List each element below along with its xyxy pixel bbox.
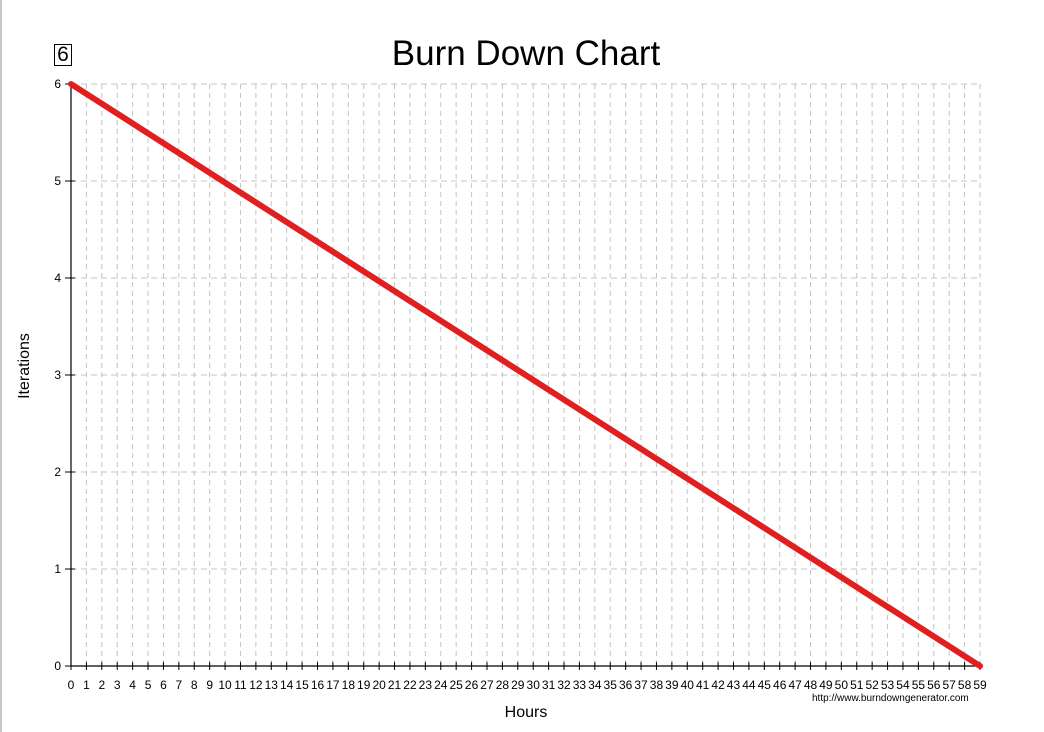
x-tick-label: 37 [634, 678, 648, 692]
x-tick-label: 54 [896, 678, 910, 692]
x-tick-label: 25 [449, 678, 463, 692]
x-tick-label: 3 [114, 678, 121, 692]
x-tick-label: 46 [773, 678, 787, 692]
x-tick-label: 38 [650, 678, 664, 692]
x-tick-label: 59 [973, 678, 987, 692]
burndown-line [68, 81, 983, 669]
x-tick-label: 51 [850, 678, 864, 692]
x-tick-label: 35 [604, 678, 618, 692]
x-tick-label: 47 [788, 678, 802, 692]
x-tick-label: 39 [665, 678, 679, 692]
y-tick-label: 2 [54, 465, 61, 479]
x-tick-label: 13 [265, 678, 279, 692]
x-tick-label: 45 [758, 678, 772, 692]
x-tick-label: 31 [542, 678, 556, 692]
x-tick-label: 58 [958, 678, 972, 692]
x-tick-label: 28 [496, 678, 510, 692]
x-tick-label: 33 [573, 678, 587, 692]
x-tick-label: 23 [419, 678, 433, 692]
x-tick-label: 42 [711, 678, 725, 692]
y-tick-label: 1 [54, 562, 61, 576]
x-tick-label: 52 [865, 678, 879, 692]
x-tick-label: 36 [619, 678, 633, 692]
x-tick-label: 41 [696, 678, 710, 692]
y-tick-label: 4 [54, 271, 61, 285]
x-tick-label: 53 [881, 678, 895, 692]
y-tick-label: 5 [54, 174, 61, 188]
y-tick-label: 6 [54, 77, 61, 91]
x-tick-label: 19 [357, 678, 371, 692]
x-tick-label: 26 [465, 678, 479, 692]
x-tick-label: 22 [403, 678, 417, 692]
x-tick-label: 10 [218, 678, 232, 692]
x-tick-label: 15 [295, 678, 309, 692]
x-tick-label: 27 [480, 678, 494, 692]
chart-title: Burn Down Chart [391, 34, 661, 73]
x-tick-label: 6 [160, 678, 167, 692]
x-tick-label: 4 [129, 678, 136, 692]
x-tick-label: 21 [388, 678, 402, 692]
chart-grid [71, 83, 981, 666]
y-axis-ticks: 0 1 2 3 4 5 6 [54, 77, 75, 673]
x-tick-label: 16 [311, 678, 325, 692]
x-tick-label: 18 [342, 678, 356, 692]
y-tick-label: 0 [54, 659, 61, 673]
chart-series [68, 81, 983, 669]
x-tick-label: 40 [681, 678, 695, 692]
x-tick-label: 48 [804, 678, 818, 692]
x-tick-label: 57 [943, 678, 957, 692]
y-axis-label: Iterations [16, 333, 33, 399]
x-tick-label: 43 [727, 678, 741, 692]
x-tick-label: 1 [83, 678, 90, 692]
x-tick-label: 14 [280, 678, 294, 692]
x-tick-label: 32 [557, 678, 571, 692]
x-tick-label: 56 [927, 678, 941, 692]
x-tick-label: 11 [234, 678, 247, 692]
x-tick-label: 5 [145, 678, 152, 692]
page-left-edge [0, 0, 2, 732]
x-tick-label: 24 [434, 678, 448, 692]
x-tick-label: 55 [912, 678, 926, 692]
x-axis-ticks: 0 1 2 3 4 5 6 7 8 9 10 11 12 13 14 15 16 17 18 19 20 21 22 23 24… [68, 662, 987, 692]
credit-link[interactable]: http://www.burndowngenerator.com [812, 693, 969, 704]
x-tick-label: 29 [511, 678, 525, 692]
y-tick-label: 3 [54, 368, 61, 382]
x-tick-label: 44 [742, 678, 756, 692]
x-tick-label: 9 [206, 678, 213, 692]
x-tick-label: 34 [588, 678, 602, 692]
x-axis-label: Hours [505, 704, 548, 721]
x-tick-label: 30 [527, 678, 541, 692]
x-tick-label: 8 [191, 678, 198, 692]
x-tick-label: 0 [68, 678, 75, 692]
iteration-count-badge: 6 [54, 44, 72, 66]
x-tick-label: 20 [372, 678, 386, 692]
x-tick-label: 50 [835, 678, 849, 692]
x-tick-label: 17 [326, 678, 340, 692]
x-tick-label: 7 [176, 678, 183, 692]
x-tick-label: 2 [98, 678, 105, 692]
x-tick-label: 49 [819, 678, 833, 692]
x-tick-label: 12 [249, 678, 263, 692]
